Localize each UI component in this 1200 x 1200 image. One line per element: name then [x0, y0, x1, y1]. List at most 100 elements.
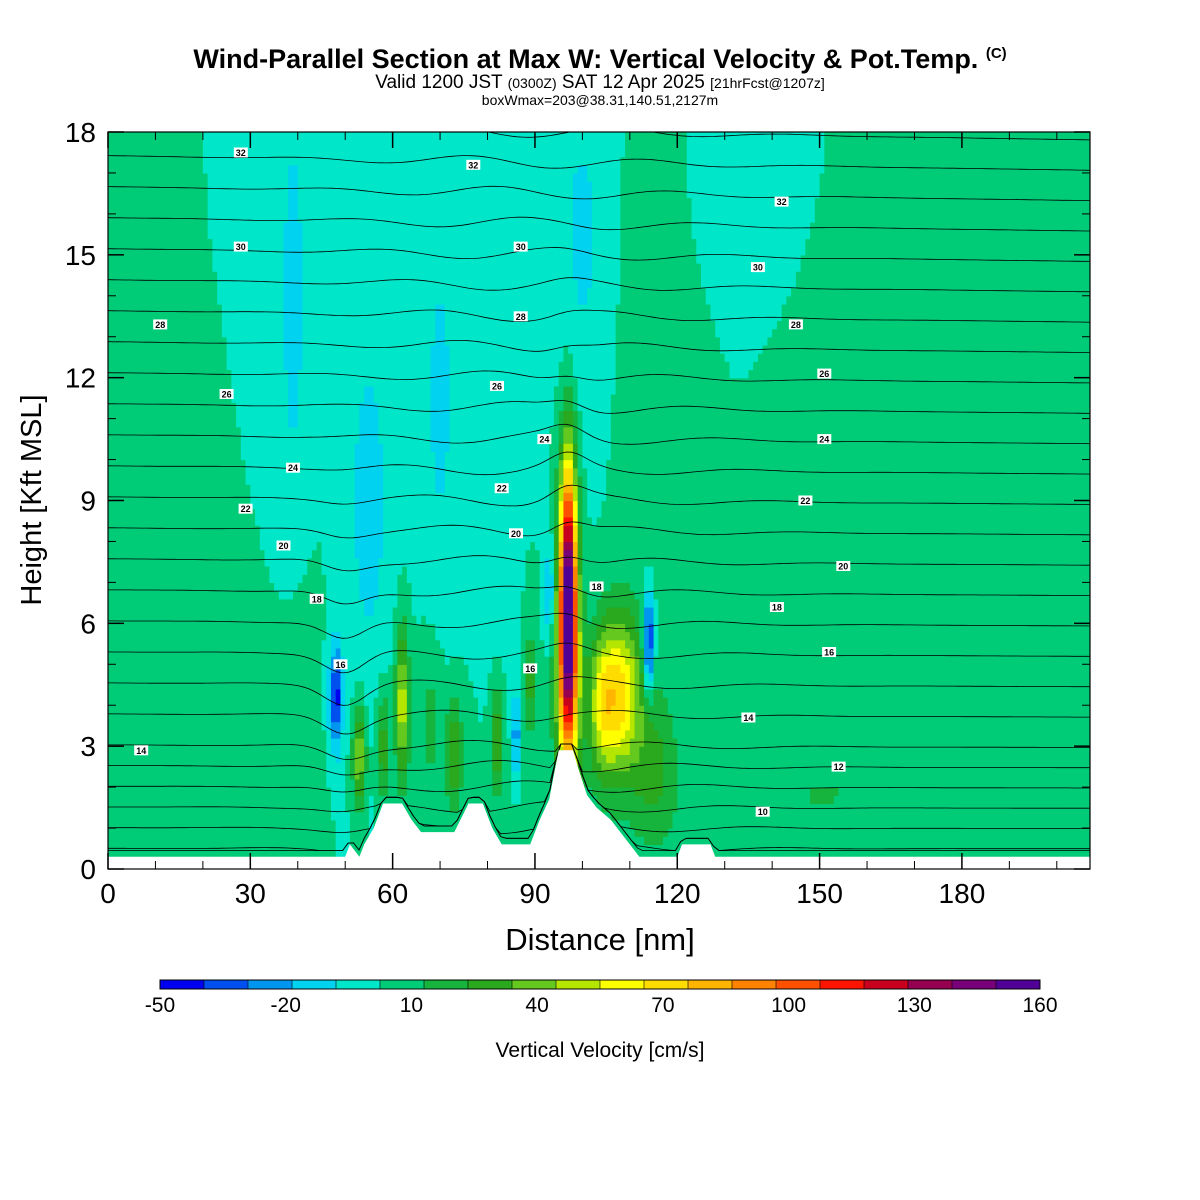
velocity-cell — [962, 754, 967, 763]
velocity-cell — [1081, 787, 1086, 796]
velocity-cell — [739, 828, 744, 837]
velocity-cell — [914, 812, 919, 821]
velocity-cell — [445, 812, 450, 821]
velocity-cell — [758, 779, 763, 788]
velocity-cell — [298, 771, 303, 780]
velocity-cell — [872, 787, 877, 796]
velocity-cell — [265, 738, 270, 747]
velocity-cell — [431, 738, 436, 747]
velocity-cell — [687, 828, 692, 837]
velocity-cell — [1071, 754, 1076, 763]
velocity-cell — [165, 812, 170, 821]
velocity-cell — [767, 771, 772, 780]
velocity-cell — [288, 844, 293, 853]
velocity-cell — [117, 836, 122, 845]
velocity-cell — [616, 754, 621, 763]
velocity-cell — [530, 771, 535, 780]
velocity-cell — [763, 828, 768, 837]
velocity-cell — [151, 771, 156, 780]
velocity-cell — [692, 812, 697, 821]
velocity-cell — [862, 812, 867, 821]
velocity-cell — [141, 844, 146, 853]
velocity-cell — [872, 771, 877, 780]
velocity-cell — [914, 771, 919, 780]
velocity-cell — [663, 738, 668, 747]
velocity-cell — [829, 820, 834, 829]
velocity-cell — [1057, 779, 1062, 788]
velocity-cell — [212, 746, 217, 755]
velocity-cell — [952, 836, 957, 845]
velocity-cell — [488, 738, 493, 747]
velocity-cell — [658, 746, 663, 755]
velocity-cell — [269, 771, 274, 780]
velocity-cell — [184, 730, 189, 739]
velocity-cell — [525, 771, 530, 780]
velocity-cell — [877, 820, 882, 829]
velocity-cell — [506, 763, 511, 772]
velocity-cell — [990, 771, 995, 780]
velocity-cell — [521, 820, 526, 829]
velocity-cell — [265, 828, 270, 837]
velocity-cell — [459, 779, 464, 788]
velocity-cell — [1024, 779, 1029, 788]
velocity-cell — [957, 763, 962, 772]
velocity-cell — [1062, 836, 1067, 845]
velocity-cell — [383, 779, 388, 788]
velocity-cell — [829, 746, 834, 755]
velocity-cell — [725, 746, 730, 755]
velocity-cell — [331, 820, 336, 829]
velocity-cell — [654, 812, 659, 821]
velocity-cell — [654, 746, 659, 755]
velocity-cell — [739, 795, 744, 804]
velocity-cell — [1024, 763, 1029, 772]
velocity-cell — [431, 820, 436, 829]
velocity-cell — [359, 746, 364, 755]
velocity-cell — [317, 771, 322, 780]
velocity-cell — [1028, 828, 1033, 837]
velocity-cell — [189, 836, 194, 845]
velocity-cell — [834, 820, 839, 829]
velocity-cell — [710, 820, 715, 829]
velocity-cell — [801, 738, 806, 747]
velocity-cell — [1047, 771, 1052, 780]
velocity-cell — [1038, 779, 1043, 788]
velocity-cell — [483, 763, 488, 772]
velocity-cell — [530, 812, 535, 821]
velocity-cell — [786, 738, 791, 747]
velocity-cell — [1024, 820, 1029, 829]
velocity-cell — [141, 730, 146, 739]
velocity-cell — [706, 779, 711, 788]
velocity-cell — [511, 779, 516, 788]
velocity-cell — [530, 787, 535, 796]
velocity-cell — [246, 779, 251, 788]
velocity-cell — [497, 787, 502, 796]
velocity-cell — [729, 803, 734, 812]
velocity-cell — [1052, 828, 1057, 837]
velocity-cell — [1066, 771, 1071, 780]
velocity-cell — [900, 820, 905, 829]
velocity-cell — [829, 787, 834, 796]
velocity-cell — [820, 812, 825, 821]
velocity-cell — [407, 795, 412, 804]
velocity-cell — [900, 812, 905, 821]
velocity-cell — [805, 836, 810, 845]
velocity-cell — [506, 746, 511, 755]
velocity-cell — [990, 820, 995, 829]
velocity-cell — [971, 820, 976, 829]
velocity-cell — [1071, 771, 1076, 780]
velocity-cell — [976, 828, 981, 837]
velocity-cell — [170, 754, 175, 763]
velocity-cell — [739, 763, 744, 772]
velocity-cell — [715, 771, 720, 780]
velocity-cell — [801, 828, 806, 837]
velocity-cell — [170, 812, 175, 821]
velocity-cell — [905, 771, 910, 780]
velocity-cell — [293, 820, 298, 829]
velocity-cell — [986, 763, 991, 772]
velocity-cell — [957, 754, 962, 763]
velocity-cell — [848, 754, 853, 763]
velocity-cell — [858, 754, 863, 763]
velocity-cell — [184, 754, 189, 763]
velocity-cell — [649, 754, 654, 763]
velocity-cell — [146, 754, 151, 763]
